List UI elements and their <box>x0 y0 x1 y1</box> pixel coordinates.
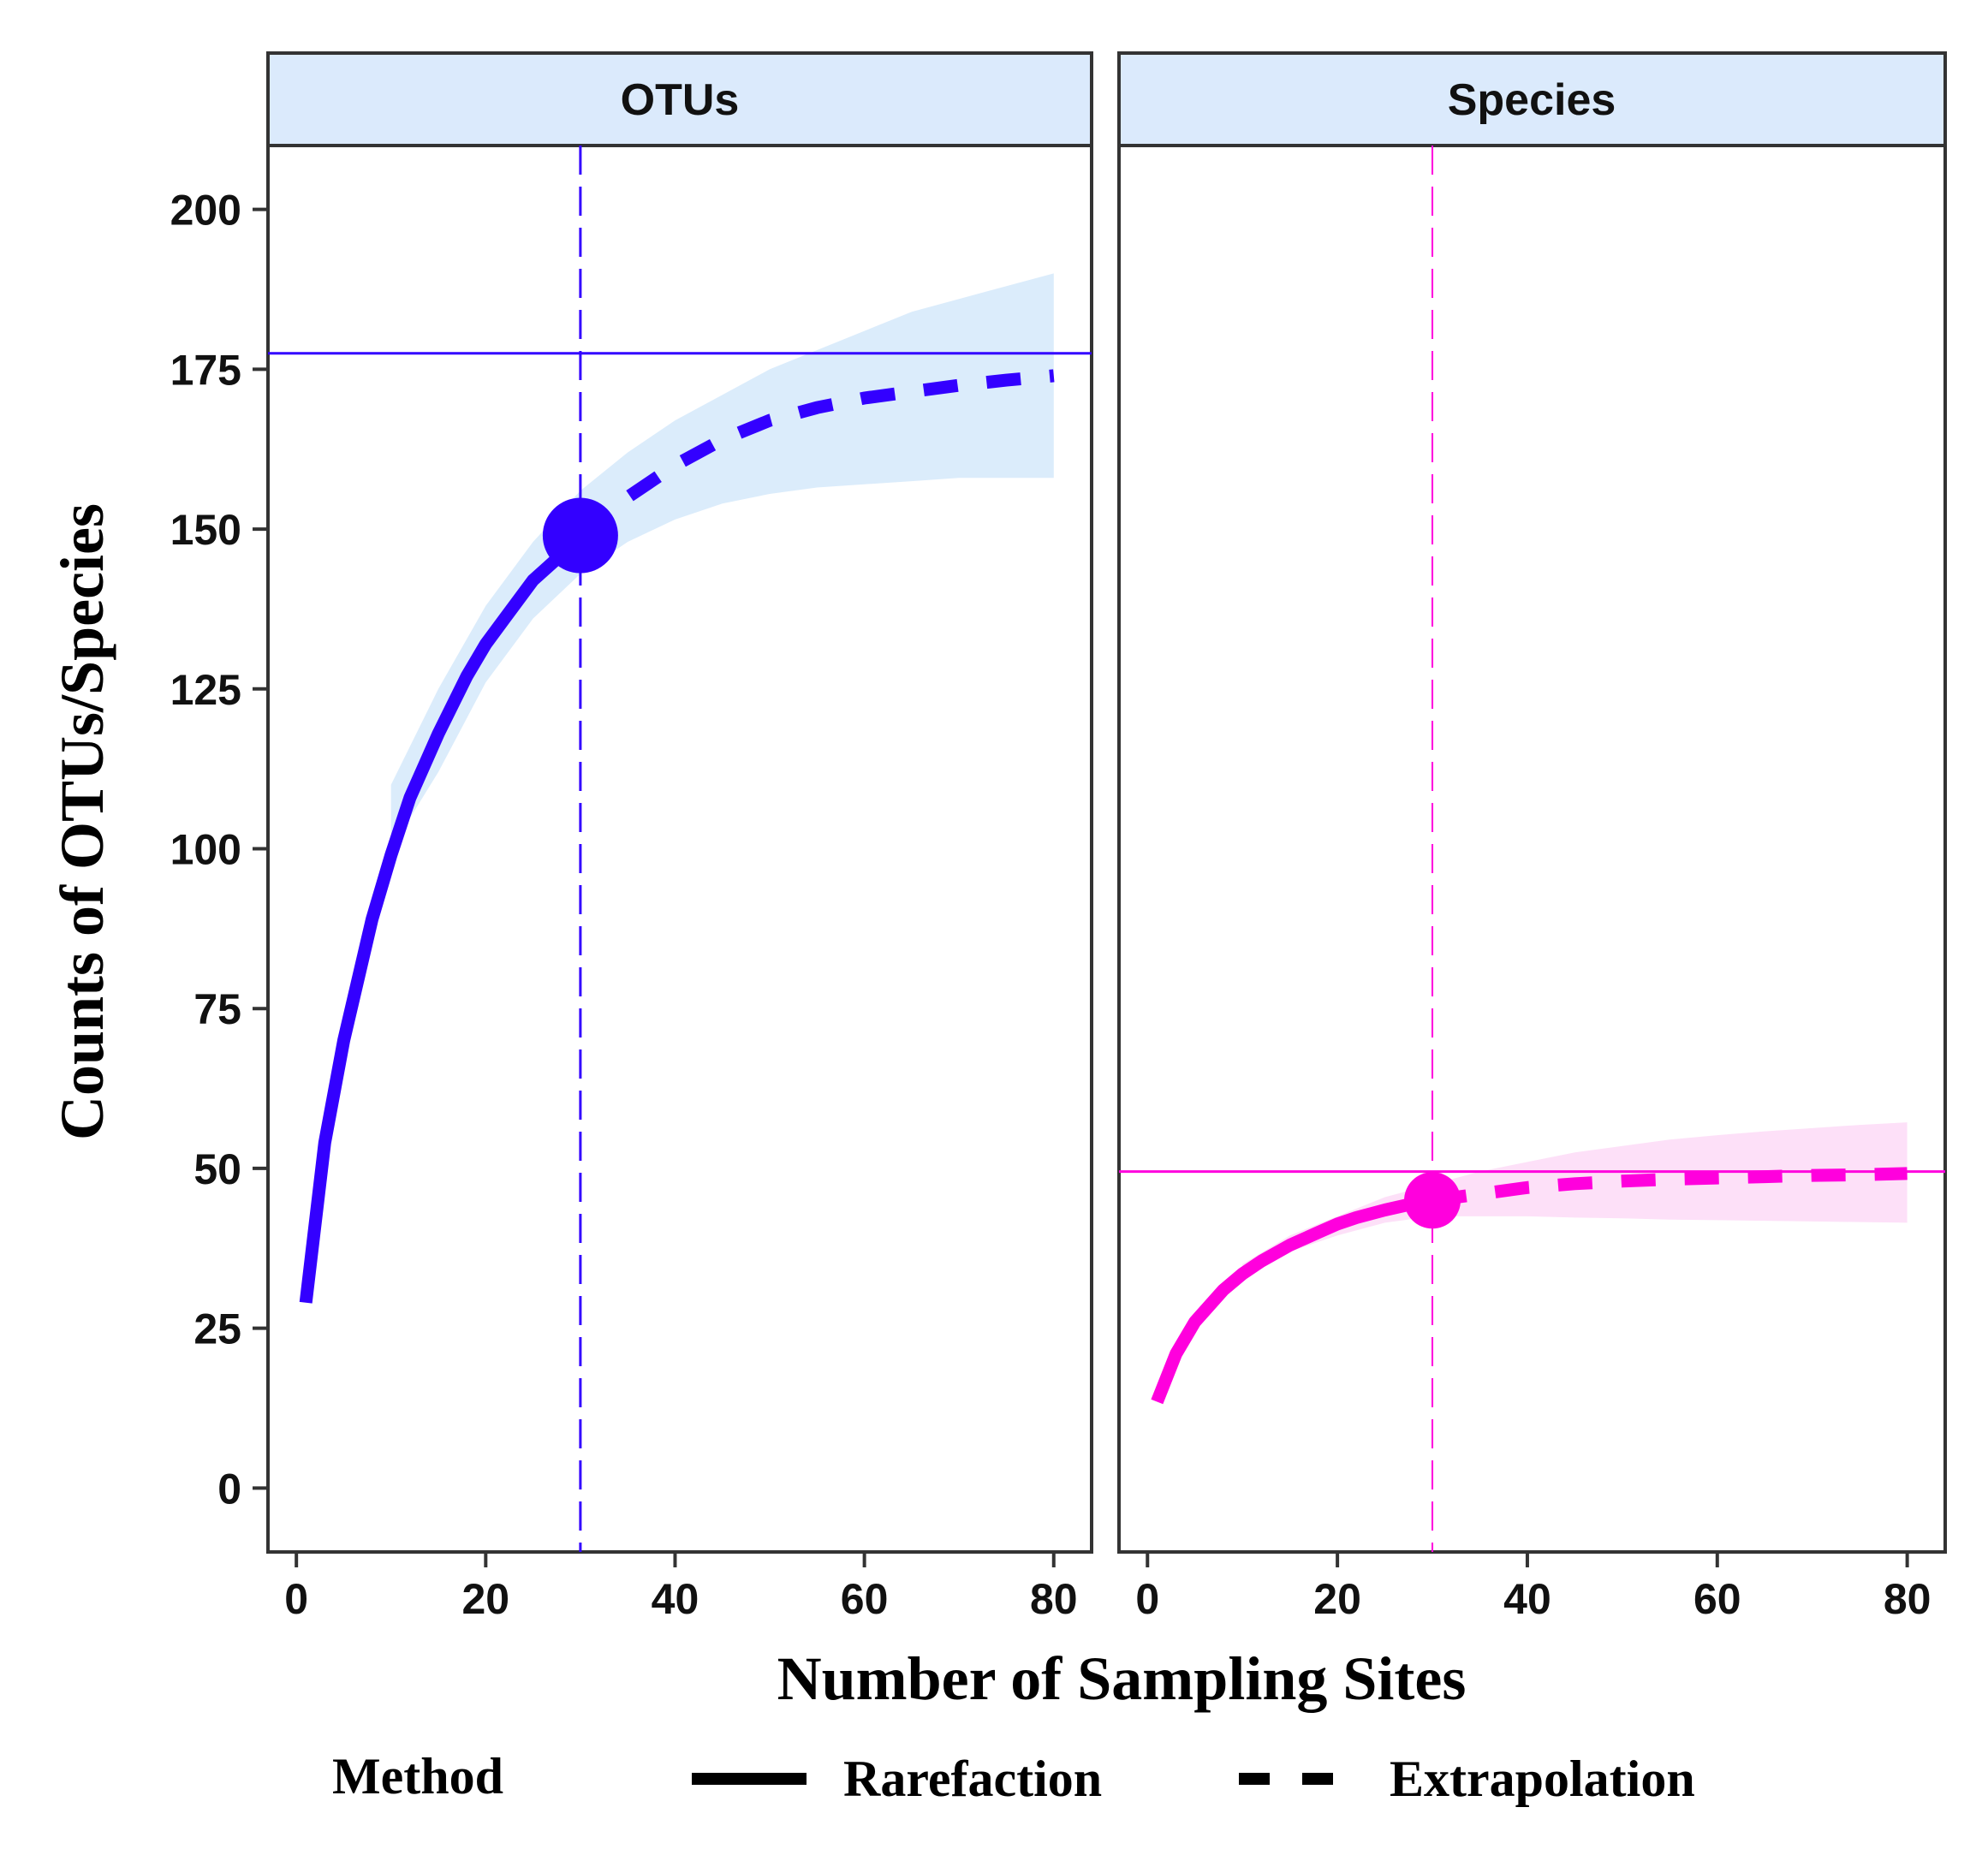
y-tick-label-200: 200 <box>170 187 241 235</box>
confidence-band-otus <box>390 273 1054 849</box>
x-tick-label-species-20: 20 <box>1313 1575 1361 1623</box>
x-tick-label-species-80: 80 <box>1884 1575 1931 1623</box>
y-tick-label-150: 150 <box>170 506 241 554</box>
observed-point-otus <box>542 497 618 574</box>
panel-marks-otus <box>268 146 1092 1552</box>
y-tick-label-50: 50 <box>193 1145 241 1193</box>
x-tick-label-species-0: 0 <box>1135 1575 1159 1623</box>
confidence-band-species <box>1242 1122 1908 1277</box>
extrapolation-line-species <box>1431 1167 1908 1207</box>
y-tick-label-0: 0 <box>217 1465 241 1513</box>
legend-title: Method <box>332 1748 503 1804</box>
y-tick-label-100: 100 <box>170 826 241 874</box>
panel-title-species: Species <box>1448 75 1616 125</box>
x-axis-title: Number of Sampling Sites <box>777 1644 1467 1713</box>
y-axis: 0 25 50 75 100 125 150 175 200 <box>170 187 268 1513</box>
x-tick-label-otus-40: 40 <box>652 1575 699 1623</box>
y-axis-title: Counts of OTUs/Species <box>48 503 116 1140</box>
y-tick-label-25: 25 <box>193 1305 241 1353</box>
panel-frame-species <box>1117 144 1947 1554</box>
extrapolation-line-otus <box>576 369 1055 541</box>
rarefaction-line-otus <box>299 531 586 1304</box>
x-tick-label-otus-80: 80 <box>1030 1575 1078 1623</box>
y-tick-label-75: 75 <box>193 985 241 1033</box>
panel-strip-species <box>1117 51 1947 147</box>
observed-point-species <box>1404 1172 1461 1229</box>
legend-label-rarefaction: Rarefaction <box>843 1751 1102 1807</box>
x-tick-label-otus-0: 0 <box>284 1575 308 1623</box>
panel-species: Species <box>1117 51 1947 1554</box>
x-tick-label-otus-60: 60 <box>841 1575 889 1623</box>
y-tick-label-175: 175 <box>170 346 241 394</box>
x-tick-label-species-60: 60 <box>1693 1575 1741 1623</box>
x-tick-label-species-40: 40 <box>1503 1575 1551 1623</box>
legend: Method Rarefaction Extrapolation <box>332 1748 1695 1807</box>
legend-label-extrapolation: Extrapolation <box>1390 1751 1695 1807</box>
x-tick-label-otus-20: 20 <box>462 1575 510 1623</box>
rarefaction-line-species <box>1151 1193 1434 1405</box>
panel-title-otus: OTUs <box>621 75 740 125</box>
panel-marks-species <box>1119 146 1945 1552</box>
x-axis: 0 20 40 60 80 0 20 40 60 80 <box>284 1552 1931 1623</box>
panel-strip-otus <box>266 51 1093 147</box>
panel-otus: OTUs <box>266 51 1093 1554</box>
y-tick-label-125: 125 <box>170 666 241 714</box>
